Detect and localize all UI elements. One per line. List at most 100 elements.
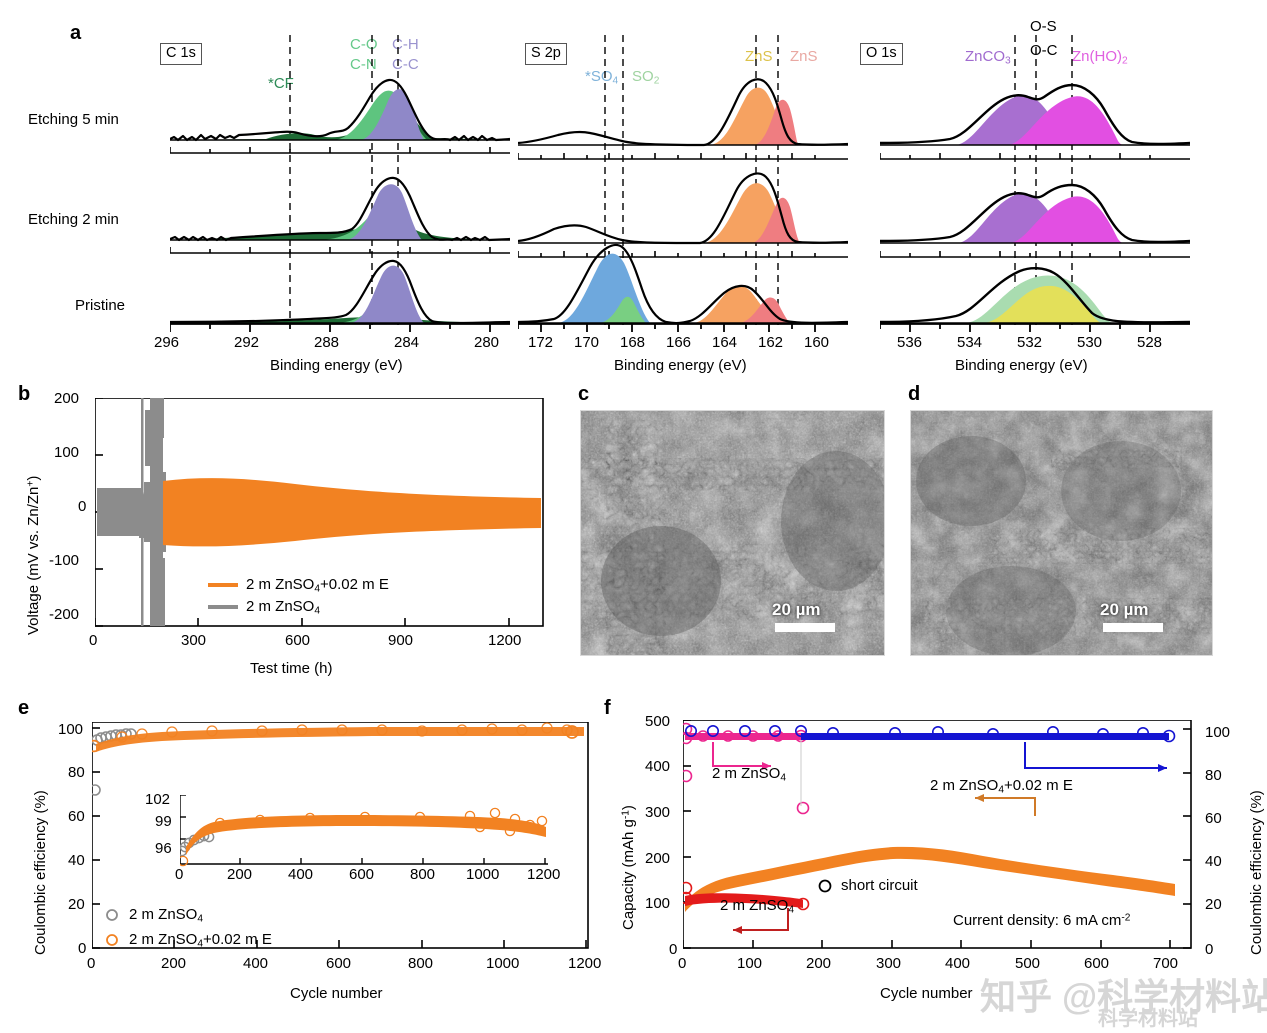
- panel-b-xtick-1200: 1200: [488, 632, 522, 649]
- panel-f-xtick-200: 200: [806, 955, 832, 972]
- c1s-axis-row2: [170, 247, 510, 254]
- panel-e-xtick-400: 400: [243, 955, 269, 972]
- panel-f-ytick-0: 0: [669, 941, 678, 958]
- s2p-tick-170: 170: [574, 334, 600, 351]
- sem-image-c: [580, 410, 885, 656]
- o1s-box-label: O 1s: [860, 43, 903, 65]
- panel-e-xtick-1000: 1000: [486, 955, 520, 972]
- panel-f-xaxis-title: Cycle number: [880, 985, 973, 1002]
- panel-f-series-capacity-znso4: [683, 881, 810, 911]
- o1s-tick-528: 528: [1137, 334, 1163, 351]
- panel-e-xaxis-title: Cycle number: [290, 985, 383, 1002]
- s2p-peaklabel-so2: SO2: [632, 68, 660, 87]
- panel-f-xtick-300: 300: [876, 955, 902, 972]
- panel-e-ytick-40: 40: [68, 852, 85, 869]
- panel-f-xtick-700: 700: [1153, 955, 1179, 972]
- panel-e-inset-xtick-600: 600: [349, 866, 375, 883]
- panel-b-legend: 2 m ZnSO4+0.02 m E 2 m ZnSO4: [208, 576, 389, 616]
- o1s-tick-536: 536: [897, 334, 923, 351]
- panel-e-inset-xtick-200: 200: [227, 866, 253, 883]
- panel-b-xtick-300: 300: [181, 632, 207, 649]
- row-label-pristine: Pristine: [75, 297, 126, 314]
- panel-c-letter: c: [578, 383, 590, 405]
- panel-f-y2tick-40: 40: [1205, 853, 1222, 870]
- c1s-row-etching5: [170, 78, 510, 142]
- panel-e-ytick-100: 100: [58, 721, 84, 738]
- s2p-xaxis-title: Binding energy (eV): [614, 357, 747, 374]
- o1s-row-etching2: [880, 183, 1190, 244]
- c1s-tick-284: 284: [394, 334, 420, 351]
- panel-f-ytick-100: 100: [645, 895, 671, 912]
- sem-image-d: [910, 410, 1213, 656]
- legend-swatch-additive: [208, 583, 238, 588]
- panel-f-xtick-0: 0: [678, 955, 687, 972]
- sem-d-texture: [911, 411, 1212, 655]
- panel-d-letter: d: [908, 383, 921, 405]
- panel-f-yaxis2-title: Coulombic efficiency (%): [1248, 790, 1265, 955]
- o1s-box-label-text: O 1s: [860, 43, 903, 65]
- s2p-peaklabel-zns-b: ZnS: [790, 48, 818, 65]
- panel-e-xtick-1200: 1200: [568, 955, 602, 972]
- c1s-box-label-text: C 1s: [160, 43, 202, 65]
- o1s-peaklabel-oc: O-C: [1030, 42, 1058, 59]
- panel-f-current-density-label: Current density: 6 mA cm-2: [953, 912, 1130, 929]
- o1s-peaklabel-znco3: ZnCO3: [965, 48, 1011, 67]
- c1s-tick-288: 288: [314, 334, 340, 351]
- o1s-row-etching5: [880, 83, 1190, 146]
- panel-e-ytick-0: 0: [78, 940, 87, 957]
- s2p-tick-168: 168: [620, 334, 646, 351]
- c1s-row-pristine: [170, 259, 510, 325]
- panel-b-legend-item-additive: 2 m ZnSO4+0.02 m E: [208, 576, 389, 595]
- s2p-tick-164: 164: [712, 334, 738, 351]
- panel-e-inset-ytick-96: 96: [155, 840, 172, 857]
- panel-e-band-additive: [96, 727, 584, 752]
- c1s-tick-296: 296: [154, 334, 180, 351]
- c1s-peaklabel-cn: C-N: [350, 56, 377, 73]
- panel-b-xtick-600: 600: [285, 632, 311, 649]
- panel-e-plot: [92, 722, 589, 949]
- s2p-axis-row2: [518, 251, 848, 258]
- s2p-bottom-axis: [518, 323, 848, 332]
- current-density-text: Current density: 6 mA cm: [953, 912, 1122, 929]
- panel-e-inset-ytick-99: 99: [155, 813, 172, 830]
- panel-f-ytick-400: 400: [645, 758, 671, 775]
- scalebar-c-text: 20 µm: [772, 600, 821, 619]
- o1s-guide-lines: [1014, 35, 1073, 325]
- panel-b-ytick-0: 0: [78, 498, 87, 515]
- panel-f-annotation-capacity-znso4: 2 m ZnSO4: [720, 897, 795, 916]
- panel-e-inset-xtick-1200: 1200: [527, 866, 561, 883]
- panel-e-inset-band: [186, 815, 546, 855]
- panel-f-arrow-ce-znso4: [712, 742, 771, 770]
- panel-e-xtick-200: 200: [161, 955, 187, 972]
- panel-e-inset-xtick-400: 400: [288, 866, 314, 883]
- s2p-tick-172: 172: [528, 334, 554, 351]
- o1s-axis-row2: [880, 251, 1190, 258]
- c1s-peaklabel-co: C-O: [350, 36, 378, 53]
- o1s-tick-532: 532: [1017, 334, 1043, 351]
- s2p-row-pristine: [518, 243, 848, 325]
- panel-b-legend-label-additive: 2 m ZnSO4+0.02 m E: [246, 576, 389, 595]
- c1s-tick-292: 292: [234, 334, 260, 351]
- panel-f-letter: f: [604, 697, 611, 719]
- panel-b-legend-label-znso4: 2 m ZnSO4: [246, 597, 321, 617]
- scalebar-d-text: 20 µm: [1100, 600, 1149, 619]
- s2p-tick-160: 160: [804, 334, 830, 351]
- panel-f-y2tick-60: 60: [1205, 810, 1222, 827]
- scalebar-d: [1103, 623, 1163, 632]
- o1s-tick-530: 530: [1077, 334, 1103, 351]
- panel-f-y2tick-20: 20: [1205, 896, 1222, 913]
- legend-swatch-znso4: [208, 604, 238, 609]
- panel-e-ytick-60: 60: [68, 808, 85, 825]
- panel-f-plot: [683, 720, 1192, 949]
- panel-e-inset-circles: [180, 807, 548, 867]
- panel-e-ytick-20: 20: [68, 896, 85, 913]
- panel-e-legend-item-additive: 2 m ZnSO4+0.02 m E: [105, 931, 272, 949]
- panel-f-y2tick-80: 80: [1205, 767, 1222, 784]
- panel-f-ytick-500: 500: [645, 713, 671, 730]
- panel-f-series-ce-additive: [685, 725, 1176, 743]
- o1s-tick-534: 534: [957, 334, 983, 351]
- panel-b-series-additive: [163, 478, 541, 547]
- watermark-main: 知乎 @科学材料站: [980, 976, 1267, 1017]
- panel-b-xaxis-title: Test time (h): [250, 660, 333, 677]
- panel-b-plot: [95, 398, 544, 627]
